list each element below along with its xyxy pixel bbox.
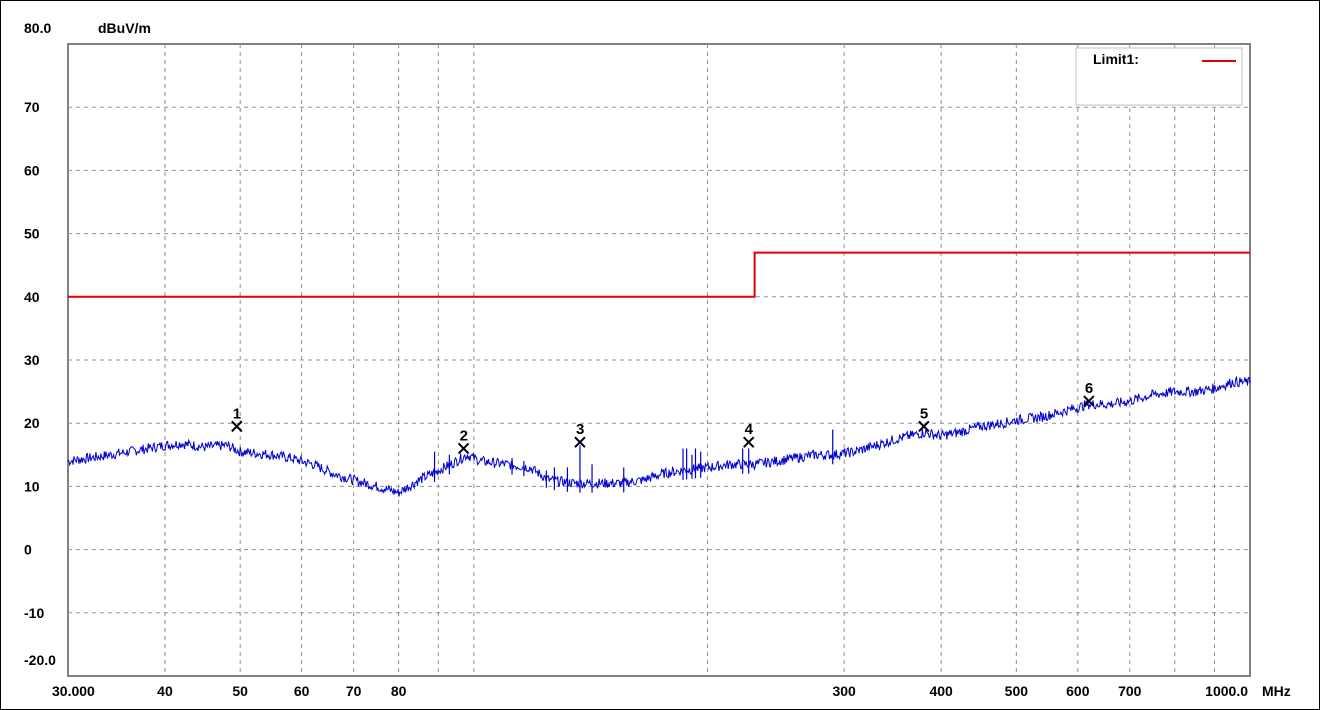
peak-marker: 6	[1083, 380, 1095, 407]
marker-cross	[231, 420, 243, 433]
y-tick-label: 0	[24, 542, 32, 558]
series-layer	[67, 251, 1251, 497]
marker-label: 4	[745, 421, 754, 438]
x-tick-label: 700	[1118, 683, 1142, 699]
peak-marker: 5	[918, 405, 930, 433]
marker-label: 1	[233, 405, 241, 422]
y-tick-label: 40	[24, 289, 40, 305]
y-tick-label: 60	[24, 162, 40, 178]
y-unit-label: dBuV/m	[98, 20, 151, 36]
y-tick-label: 30	[24, 352, 40, 368]
marker-cross	[457, 442, 470, 455]
y-tick-label: 80.0	[24, 20, 51, 36]
legend: Limit1:	[1075, 47, 1243, 106]
marker-cross	[742, 436, 755, 448]
y-tick-label: 20	[24, 415, 40, 431]
peak-marker: 1	[231, 405, 243, 433]
marker-label: 6	[1085, 380, 1093, 397]
x-tick-label: 50	[232, 683, 248, 699]
marker-label: 5	[920, 405, 928, 422]
grid	[68, 44, 1250, 676]
x-tick-label: 80	[391, 683, 407, 699]
limit-line	[68, 251, 1250, 298]
y-tick-label: 10	[24, 478, 40, 494]
markers-layer: 1 2 3 4 5 6	[231, 380, 1095, 455]
marker-cross	[1083, 395, 1095, 407]
x-tick-label: 500	[1005, 683, 1029, 699]
y-tick-label: 70	[24, 99, 40, 115]
legend-label-limit1: Limit1:	[1093, 51, 1139, 67]
marker-cross	[918, 420, 930, 433]
x-tick-label: 70	[346, 683, 362, 699]
x-tick-label: 30.000	[52, 683, 95, 699]
y-tick-label: -10	[24, 605, 44, 621]
x-tick-label: 600	[1066, 683, 1090, 699]
peak-marker: 2	[457, 427, 470, 455]
y-tick-label: -20.0	[24, 652, 56, 668]
x-tick-label: 300	[832, 683, 856, 699]
x-unit-label: MHz	[1262, 683, 1291, 699]
x-tick-label: 400	[929, 683, 953, 699]
x-tick-label: 1000.0	[1205, 683, 1248, 699]
measurement-trace	[67, 375, 1251, 497]
marker-label: 3	[576, 421, 584, 438]
x-tick-labels: 30.000 40 50 60 70 80 300 400 500 600 700 1000.0	[52, 683, 1248, 699]
peak-marker: 3	[574, 421, 586, 448]
marker-label: 2	[460, 427, 468, 444]
y-tick-labels: 80.0 70 60 50 40 30 20 10 0 -10 -20.0	[24, 20, 56, 668]
legend-box	[1075, 47, 1243, 106]
x-tick-label: 60	[294, 683, 310, 699]
x-tick-label: 40	[157, 683, 173, 699]
marker-cross	[574, 436, 586, 448]
peak-marker: 4	[742, 421, 755, 448]
y-tick-label: 50	[24, 226, 40, 242]
